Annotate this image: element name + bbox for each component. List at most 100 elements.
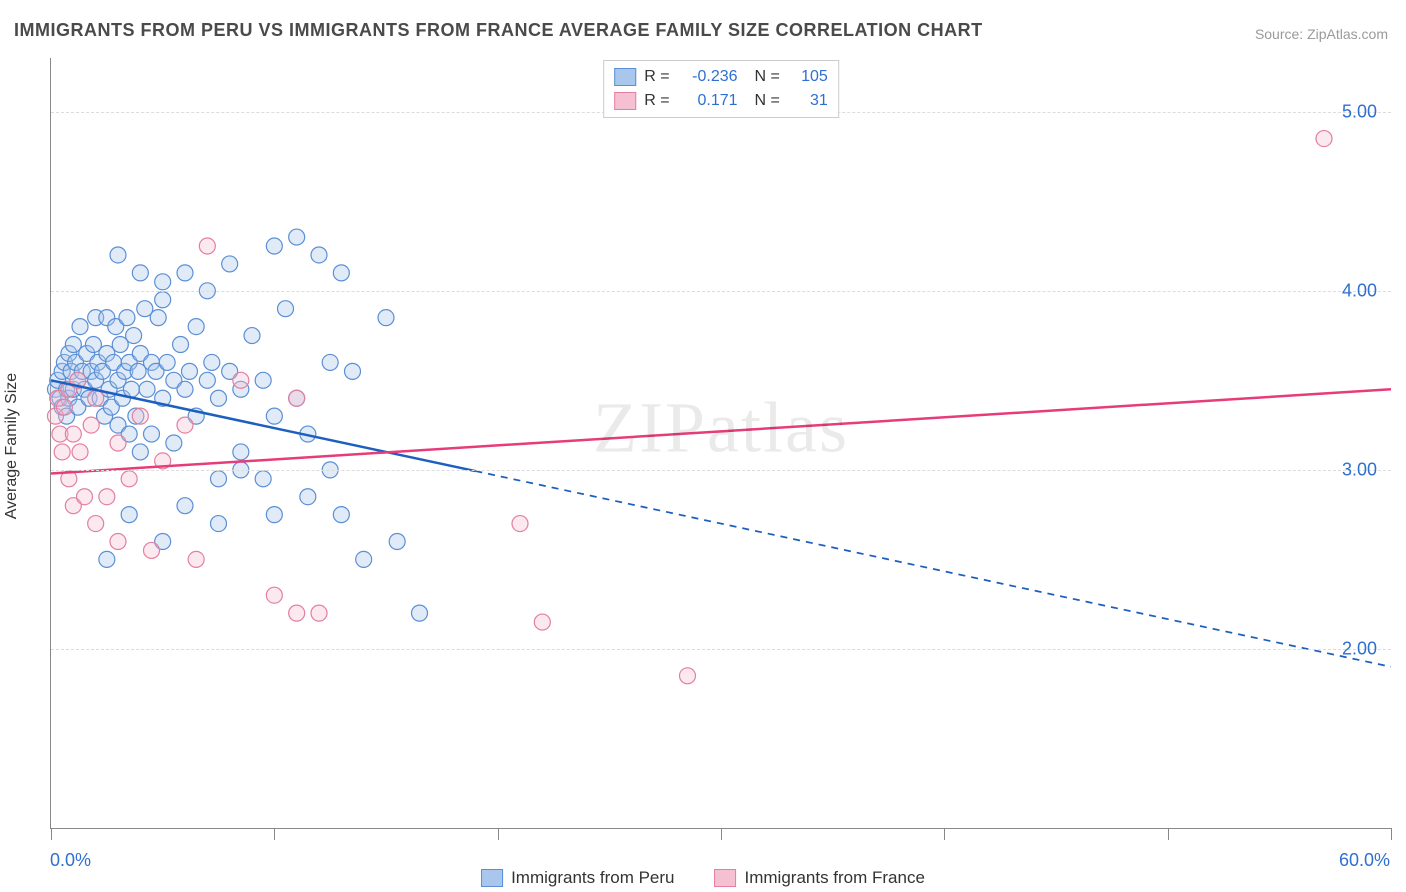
legend-label: Immigrants from Peru	[511, 868, 674, 888]
data-point	[204, 354, 220, 370]
data-point	[311, 605, 327, 621]
data-point	[289, 390, 305, 406]
gridline	[51, 649, 1391, 650]
data-point	[222, 256, 238, 272]
data-point	[177, 381, 193, 397]
data-point	[255, 372, 271, 388]
legend-swatch	[614, 92, 636, 110]
page-title: IMMIGRANTS FROM PERU VS IMMIGRANTS FROM …	[14, 20, 983, 41]
legend-swatch	[614, 68, 636, 86]
data-point	[159, 354, 175, 370]
x-tick	[274, 828, 275, 840]
data-point	[289, 605, 305, 621]
data-point	[110, 435, 126, 451]
data-point	[72, 444, 88, 460]
data-point	[333, 265, 349, 281]
data-point	[132, 408, 148, 424]
legend-swatch	[481, 869, 503, 887]
data-point	[123, 381, 139, 397]
legend-r-label: R =	[644, 65, 669, 89]
data-point	[345, 363, 361, 379]
data-point	[266, 507, 282, 523]
y-tick-label: 3.00	[1342, 459, 1377, 480]
legend-item: Immigrants from France	[715, 868, 925, 888]
data-point	[266, 587, 282, 603]
y-axis-label: Average Family Size	[3, 373, 21, 519]
data-point	[83, 417, 99, 433]
data-point	[211, 516, 227, 532]
data-point	[88, 516, 104, 532]
legend-n-label: N =	[746, 89, 780, 113]
y-tick-label: 5.00	[1342, 101, 1377, 122]
legend-r-value: 0.171	[678, 89, 738, 113]
y-tick-label: 4.00	[1342, 280, 1377, 301]
trend-line	[51, 389, 1391, 473]
data-point	[188, 319, 204, 335]
data-point	[412, 605, 428, 621]
data-point	[99, 551, 115, 567]
legend-swatch	[715, 869, 737, 887]
data-point	[244, 328, 260, 344]
legend-n-value: 31	[788, 89, 828, 113]
data-point	[512, 516, 528, 532]
data-point	[144, 542, 160, 558]
source-label: Source: ZipAtlas.com	[1255, 26, 1388, 42]
data-point	[233, 372, 249, 388]
chart-area: ZIPatlas R =-0.236 N =105R =0.171 N =31 …	[50, 58, 1391, 829]
data-point	[65, 426, 81, 442]
chart-svg	[51, 58, 1391, 828]
data-point	[132, 265, 148, 281]
data-point	[139, 381, 155, 397]
data-point	[150, 310, 166, 326]
legend-r-label: R =	[644, 89, 669, 113]
x-tick	[498, 828, 499, 840]
data-point	[311, 247, 327, 263]
data-point	[300, 489, 316, 505]
x-tick	[1168, 828, 1169, 840]
data-point	[356, 551, 372, 567]
data-point	[680, 668, 696, 684]
data-point	[77, 489, 93, 505]
data-point	[211, 390, 227, 406]
data-point	[211, 471, 227, 487]
x-tick	[944, 828, 945, 840]
data-point	[177, 265, 193, 281]
legend-n-label: N =	[746, 65, 780, 89]
data-point	[177, 498, 193, 514]
series-legend: Immigrants from Peru Immigrants from Fran…	[481, 868, 925, 888]
data-point	[72, 319, 88, 335]
data-point	[155, 292, 171, 308]
data-point	[199, 372, 215, 388]
data-point	[99, 489, 115, 505]
data-point	[119, 310, 135, 326]
data-point	[121, 507, 137, 523]
data-point	[233, 444, 249, 460]
legend-r-value: -0.236	[678, 65, 738, 89]
data-point	[378, 310, 394, 326]
legend-item: Immigrants from Peru	[481, 868, 674, 888]
data-point	[289, 229, 305, 245]
x-tick	[51, 828, 52, 840]
data-point	[177, 417, 193, 433]
data-point	[199, 238, 215, 254]
x-tick	[721, 828, 722, 840]
data-point	[88, 390, 104, 406]
data-point	[173, 337, 189, 353]
data-point	[534, 614, 550, 630]
data-point	[1316, 131, 1332, 147]
data-point	[278, 301, 294, 317]
data-point	[144, 426, 160, 442]
x-tick	[1391, 828, 1392, 840]
legend-row: R = -0.236 N = 105	[614, 65, 828, 89]
gridline	[51, 470, 1391, 471]
y-tick-label: 2.00	[1342, 638, 1377, 659]
legend-row: R = 0.171 N = 31	[614, 89, 828, 113]
data-point	[110, 247, 126, 263]
data-point	[110, 533, 126, 549]
data-point	[132, 444, 148, 460]
data-point	[322, 354, 338, 370]
trend-line-dashed	[475, 471, 1391, 667]
legend-n-value: 105	[788, 65, 828, 89]
x-max-label: 60.0%	[1339, 850, 1390, 871]
gridline	[51, 291, 1391, 292]
